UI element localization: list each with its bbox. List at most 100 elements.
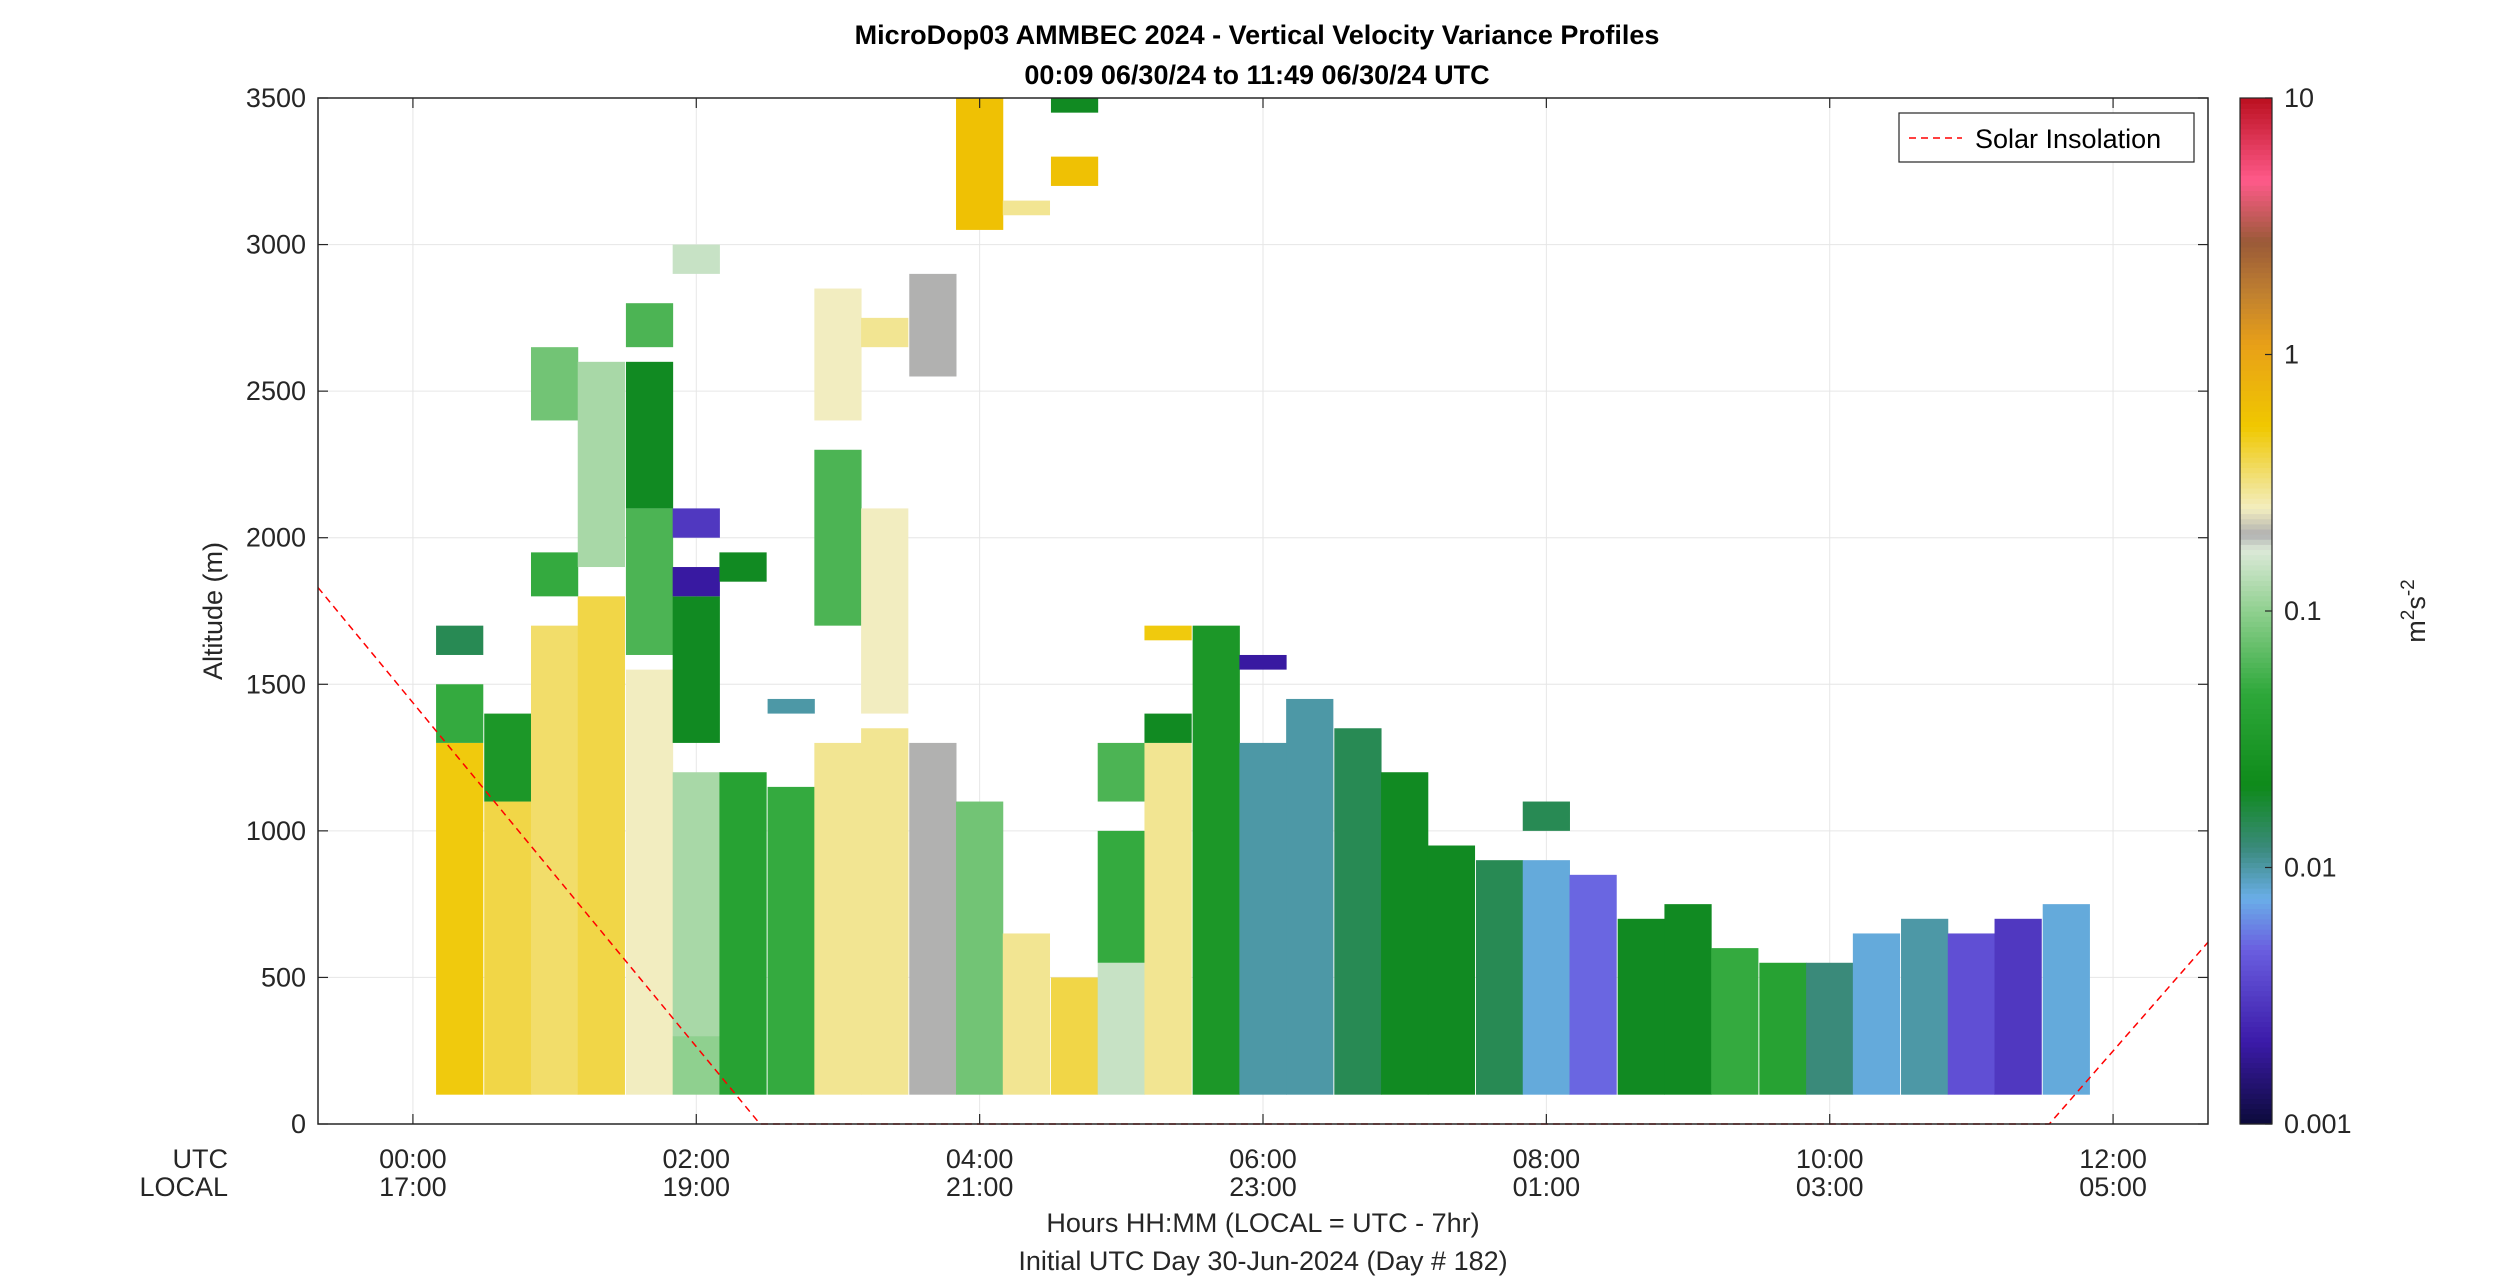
colorbar-segment [2240, 749, 2272, 756]
colorbar-segment [2240, 616, 2272, 622]
colorbar-segment [2240, 1026, 2272, 1033]
variance-cell [719, 552, 767, 582]
colorbar-segment [2240, 251, 2272, 258]
colorbar-segment [2240, 1082, 2272, 1089]
colorbar-segment [2240, 200, 2272, 207]
colorbar-segment [2240, 888, 2272, 894]
colorbar-segment [2240, 513, 2272, 520]
variance-cell [719, 772, 767, 1095]
colorbar-segment [2240, 487, 2272, 494]
colorbar-segment [2240, 605, 2272, 612]
colorbar-label: m2s-2 [2398, 579, 2431, 642]
colorbar-segment [2240, 236, 2272, 243]
variance-cell [1759, 962, 1807, 1095]
variance-cell [625, 361, 674, 509]
colorbar-segment [2240, 744, 2272, 751]
colorbar-segment [2240, 816, 2272, 822]
variance-cell [436, 625, 484, 655]
colorbar-segment [2240, 564, 2272, 571]
colorbar-segment [2240, 790, 2272, 797]
colorbar-segment [2240, 369, 2272, 376]
x-tick-label-utc: 00:00 [379, 1144, 447, 1174]
colorbar-label-sup1: 2 [2398, 610, 2419, 621]
colorbar-segment [2240, 144, 2272, 150]
colorbar-segment [2240, 636, 2272, 643]
colorbar-segment [2240, 241, 2272, 248]
colorbar-segment [2240, 231, 2272, 238]
variance-cells [436, 98, 2090, 1095]
colorbar-segment [2240, 764, 2272, 771]
variance-cell [1144, 625, 1192, 641]
colorbar-segment [2240, 308, 2272, 315]
colorbar-segment [2240, 215, 2272, 222]
colorbar-segment [2240, 923, 2272, 930]
colorbar-segment [2240, 641, 2272, 648]
colorbar-segment [2240, 975, 2272, 981]
colorbar-segment [2240, 1011, 2272, 1017]
colorbar-segment [2240, 477, 2272, 484]
colorbar-segment [2240, 913, 2272, 920]
y-tick-label: 3500 [246, 83, 306, 113]
colorbar-segment [2240, 523, 2272, 530]
variance-cell [1711, 948, 1759, 1095]
colorbar-segment [2240, 272, 2272, 279]
x-tick-label-local: 01:00 [1513, 1172, 1581, 1202]
colorbar-segment [2240, 995, 2272, 1002]
variance-cell [1050, 156, 1099, 186]
colorbar-segment [2240, 569, 2272, 576]
colorbar-tick-label: 0.1 [2284, 596, 2322, 626]
variance-cell [2042, 904, 2090, 1095]
colorbar-segment [2240, 503, 2272, 509]
colorbar-segment [2240, 1077, 2272, 1084]
colorbar-segment [2240, 554, 2272, 561]
variance-cell [530, 625, 579, 1095]
variance-cell [1475, 860, 1524, 1095]
colorbar-segment [2240, 831, 2272, 838]
colorbar-segment [2240, 703, 2272, 710]
colorbar-segment [2240, 846, 2272, 853]
colorbar-segment [2240, 205, 2272, 212]
variance-cell [909, 742, 957, 1095]
colorbar-segment [2240, 508, 2272, 515]
y-tick-label: 0 [291, 1109, 306, 1139]
colorbar-segment [2240, 1067, 2272, 1074]
colorbar-segment [2240, 472, 2272, 479]
y-tick-label: 1000 [246, 816, 306, 846]
colorbar-segment [2240, 380, 2272, 386]
colorbar-segment [2240, 359, 2272, 366]
colorbar-segment [2240, 964, 2272, 971]
colorbar-tick-label: 0.01 [2284, 853, 2337, 883]
colorbar-segment [2240, 195, 2272, 202]
colorbar-segment [2240, 169, 2272, 176]
colorbar-segment [2240, 328, 2272, 335]
colorbar-segment [2240, 893, 2272, 899]
variance-cell [1334, 728, 1382, 1095]
colorbar-segment [2240, 662, 2272, 669]
colorbar-segment [2240, 416, 2272, 422]
colorbar-segment [2240, 344, 2272, 350]
colorbar-segment [2240, 852, 2272, 858]
x-tick-label-utc: 12:00 [2079, 1144, 2147, 1174]
colorbar-segment [2240, 785, 2272, 792]
colorbar-segment [2240, 446, 2272, 453]
colorbar-segment [2240, 390, 2272, 397]
x-axis-label: Hours HH:MM (LOCAL = UTC - 7hr) [1046, 1208, 1479, 1238]
colorbar-segment [2240, 908, 2272, 915]
variance-cell [861, 728, 909, 1095]
variance-cell [436, 684, 484, 743]
variance-cell [672, 244, 720, 274]
colorbar-segment [2240, 600, 2272, 607]
colorbar-segment [2240, 410, 2272, 417]
colorbar-segment [2240, 672, 2272, 679]
x-tick-label-local: 23:00 [1229, 1172, 1297, 1202]
variance-cell [956, 98, 1004, 230]
colorbar-segment [2240, 534, 2272, 540]
colorbar-segment [2240, 708, 2272, 715]
variance-cell [861, 508, 909, 714]
colorbar-segment [2240, 518, 2272, 525]
variance-cell [1097, 742, 1145, 802]
colorbar-segment [2240, 257, 2272, 263]
x-tick-label-local: 17:00 [379, 1172, 447, 1202]
colorbar: 0.001 0.01 0.1 1 10 m2s-2 [2239, 83, 2431, 1139]
variance-cell [1239, 654, 1287, 670]
